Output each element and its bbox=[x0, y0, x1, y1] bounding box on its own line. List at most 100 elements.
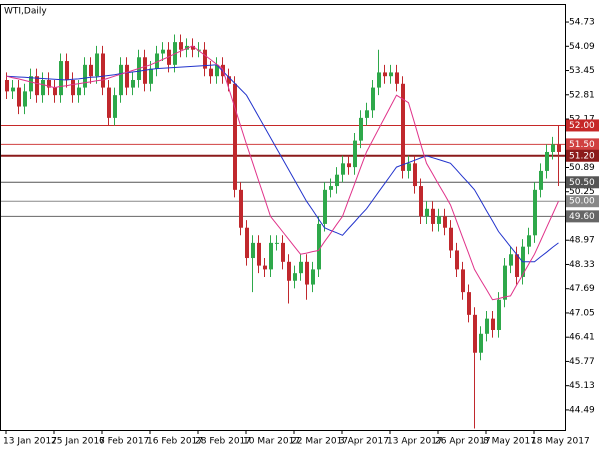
x-tick-label: 16 Feb 2017 bbox=[147, 437, 203, 447]
candle-body bbox=[431, 208, 435, 224]
level-label-box bbox=[566, 176, 599, 189]
candle-body bbox=[179, 42, 183, 50]
y-tick-label: 52.81 bbox=[569, 90, 595, 100]
y-tick-label: 44.49 bbox=[569, 405, 595, 415]
candle-body bbox=[443, 216, 447, 228]
candle-body bbox=[491, 318, 495, 330]
candle-body bbox=[515, 254, 519, 277]
candle-body bbox=[119, 64, 123, 96]
candle-body bbox=[329, 186, 333, 190]
candle-body bbox=[167, 49, 171, 65]
candle-body bbox=[149, 68, 153, 84]
candle-body bbox=[191, 45, 195, 50]
candle-body bbox=[71, 80, 75, 96]
candle-body bbox=[539, 170, 543, 190]
candle-body bbox=[131, 80, 135, 88]
candle-body bbox=[29, 76, 33, 92]
candle-body bbox=[227, 76, 231, 84]
candle-body bbox=[305, 261, 309, 285]
chart-title: WTI,Daily bbox=[4, 7, 47, 17]
candle-body bbox=[395, 72, 399, 84]
candle-body bbox=[17, 87, 21, 107]
candle-body bbox=[449, 227, 453, 251]
y-tick-label: 47.05 bbox=[569, 308, 595, 318]
candle-body bbox=[113, 95, 117, 118]
candle-body bbox=[371, 87, 375, 111]
candle-body bbox=[53, 87, 57, 96]
y-tick-label: 50.89 bbox=[569, 163, 595, 173]
y-tick-label: 45.13 bbox=[569, 381, 595, 391]
candle-body bbox=[341, 163, 345, 175]
candle-body bbox=[47, 80, 51, 88]
ma-line bbox=[6, 64, 559, 263]
candle-body bbox=[101, 53, 105, 88]
candle-body bbox=[365, 110, 369, 118]
candle-body bbox=[275, 242, 279, 244]
level-label-box bbox=[566, 119, 599, 132]
candle-body bbox=[107, 87, 111, 118]
candle-body bbox=[11, 87, 15, 92]
candle-body bbox=[557, 144, 561, 152]
candle-body bbox=[407, 163, 411, 171]
x-tick-label: 25 Jan 2017 bbox=[51, 437, 105, 447]
x-tick-label: 13 Jan 2017 bbox=[3, 437, 57, 447]
y-tick-label: 45.77 bbox=[569, 357, 595, 367]
candle-body bbox=[293, 273, 297, 281]
candle-body bbox=[35, 76, 39, 96]
candle-body bbox=[245, 227, 249, 259]
candle-body bbox=[263, 265, 267, 270]
candle-body bbox=[353, 140, 357, 168]
candle-body bbox=[413, 163, 417, 187]
candle-body bbox=[65, 61, 69, 80]
candles bbox=[5, 34, 561, 429]
plot-frame bbox=[0, 4, 566, 431]
candle-body bbox=[77, 87, 81, 96]
candle-body bbox=[5, 80, 9, 92]
candle-body bbox=[485, 318, 489, 334]
y-tick-label: 48.97 bbox=[569, 236, 595, 246]
candle-body bbox=[479, 333, 483, 353]
candle-body bbox=[377, 72, 381, 88]
level-label-box bbox=[566, 149, 599, 162]
candle-body bbox=[311, 269, 315, 285]
candle-body bbox=[299, 261, 303, 274]
x-tick-label: 3 Apr 2017 bbox=[339, 437, 389, 447]
candle-body bbox=[215, 64, 219, 77]
candle-body bbox=[95, 53, 99, 77]
candle-body bbox=[347, 163, 351, 168]
candle-body bbox=[509, 254, 513, 266]
candle-body bbox=[125, 64, 129, 88]
candle-body bbox=[83, 64, 87, 88]
candle-body bbox=[425, 208, 429, 217]
candle-body bbox=[383, 72, 387, 77]
candle-body bbox=[155, 53, 159, 69]
x-tick-label: 6 Feb 2017 bbox=[99, 437, 149, 447]
candle-body bbox=[41, 80, 45, 96]
candle-body bbox=[503, 265, 507, 300]
candle-body bbox=[317, 223, 321, 270]
y-tick-label: 46.41 bbox=[569, 333, 595, 343]
candle-body bbox=[209, 68, 213, 77]
level-label-box bbox=[566, 195, 599, 208]
candle-body bbox=[23, 91, 27, 107]
x-tick-label: 13 Apr 2017 bbox=[387, 437, 443, 447]
candle-body bbox=[545, 151, 549, 171]
x-tick-label: 26 Apr 2017 bbox=[435, 437, 491, 447]
candle-body bbox=[257, 242, 261, 266]
level-label: 52.00 bbox=[569, 121, 595, 131]
x-tick-label: 10 Mar 2017 bbox=[243, 437, 300, 447]
candle-body bbox=[533, 189, 537, 236]
candle-body bbox=[281, 242, 285, 262]
candle-body bbox=[551, 144, 555, 152]
candle-body bbox=[197, 49, 201, 51]
candle-body bbox=[527, 235, 531, 247]
y-tick-label: 54.09 bbox=[569, 42, 595, 52]
candle-body bbox=[269, 242, 273, 270]
candle-body bbox=[467, 292, 471, 315]
candle-body bbox=[239, 189, 243, 228]
candle-body bbox=[185, 45, 189, 50]
level-label-box bbox=[566, 210, 599, 223]
x-tick-label: 8 May 2017 bbox=[483, 437, 536, 447]
